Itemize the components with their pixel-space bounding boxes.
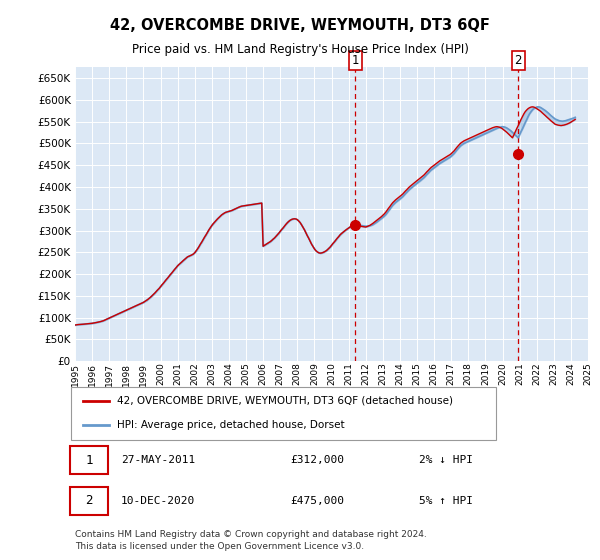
FancyBboxPatch shape	[70, 487, 109, 515]
FancyBboxPatch shape	[70, 446, 109, 474]
Text: 5% ↑ HPI: 5% ↑ HPI	[419, 496, 473, 506]
Text: Contains HM Land Registry data © Crown copyright and database right 2024.
This d: Contains HM Land Registry data © Crown c…	[75, 530, 427, 551]
Text: 2: 2	[85, 494, 92, 507]
Text: 2: 2	[514, 54, 522, 67]
Text: 42, OVERCOMBE DRIVE, WEYMOUTH, DT3 6QF (detached house): 42, OVERCOMBE DRIVE, WEYMOUTH, DT3 6QF (…	[117, 396, 453, 406]
Text: £312,000: £312,000	[290, 455, 344, 465]
Text: Price paid vs. HM Land Registry's House Price Index (HPI): Price paid vs. HM Land Registry's House …	[131, 43, 469, 56]
FancyBboxPatch shape	[71, 387, 496, 440]
Text: HPI: Average price, detached house, Dorset: HPI: Average price, detached house, Dors…	[117, 420, 344, 430]
Text: 10-DEC-2020: 10-DEC-2020	[121, 496, 196, 506]
Text: £475,000: £475,000	[290, 496, 344, 506]
Text: 42, OVERCOMBE DRIVE, WEYMOUTH, DT3 6QF: 42, OVERCOMBE DRIVE, WEYMOUTH, DT3 6QF	[110, 18, 490, 32]
Text: 1: 1	[352, 54, 359, 67]
Text: 27-MAY-2011: 27-MAY-2011	[121, 455, 196, 465]
Text: 2% ↓ HPI: 2% ↓ HPI	[419, 455, 473, 465]
Text: 1: 1	[85, 454, 92, 467]
